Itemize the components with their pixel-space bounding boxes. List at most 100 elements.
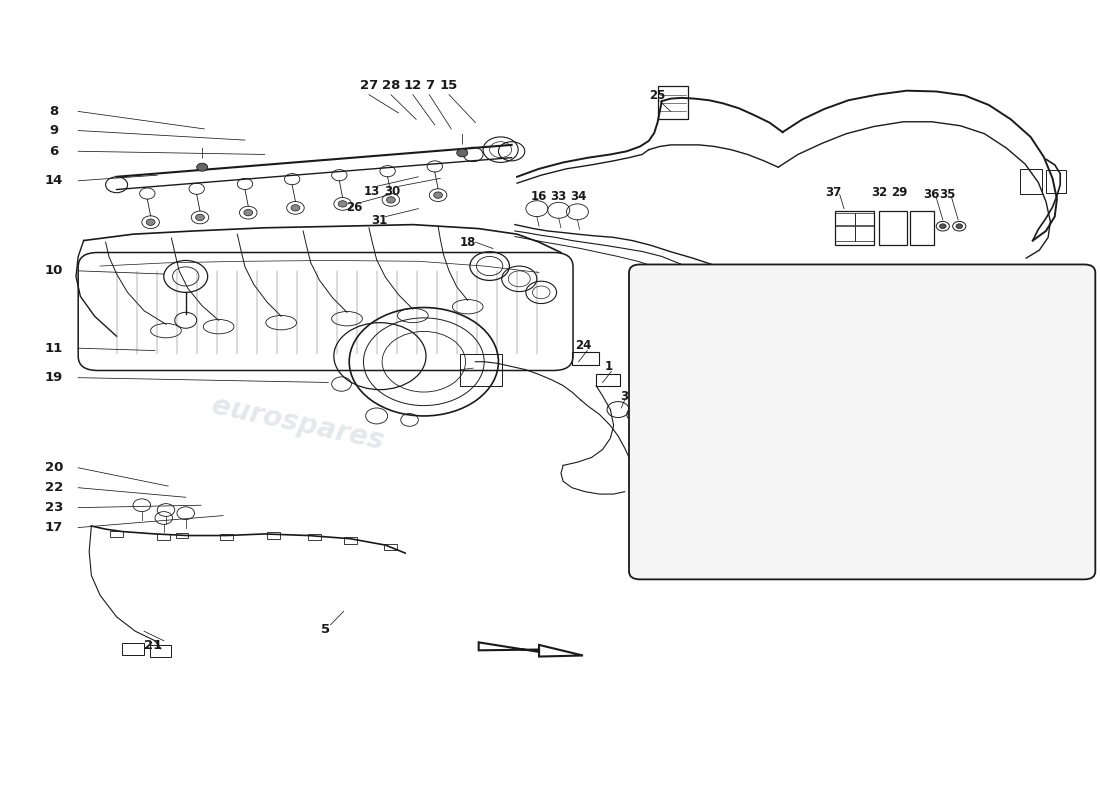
Text: 7: 7 (425, 78, 433, 91)
Bar (777, 342, 859, 510)
Text: 35: 35 (939, 188, 956, 201)
Text: 19: 19 (45, 371, 63, 384)
Text: 2: 2 (636, 398, 644, 410)
Text: 10: 10 (45, 264, 63, 278)
Bar (658, 86, 689, 119)
Bar (308, 534, 321, 540)
Text: 4: 4 (650, 419, 659, 432)
Circle shape (705, 394, 712, 398)
Bar (879, 211, 906, 245)
Text: 3: 3 (620, 390, 629, 402)
Text: 39: 39 (736, 390, 752, 402)
Text: 6: 6 (50, 145, 58, 158)
Text: 28: 28 (382, 78, 400, 91)
Bar (664, 385, 708, 407)
Bar (835, 211, 873, 245)
Bar (868, 356, 879, 364)
Text: 32: 32 (645, 404, 661, 417)
Circle shape (433, 192, 442, 198)
FancyBboxPatch shape (629, 265, 1096, 579)
Bar (1020, 169, 1042, 194)
Bar (1046, 170, 1066, 193)
Text: 29: 29 (645, 342, 661, 354)
Bar (748, 306, 851, 410)
Text: 5: 5 (320, 623, 330, 636)
Text: 20: 20 (45, 462, 63, 474)
Circle shape (146, 219, 155, 226)
Text: 25: 25 (649, 89, 666, 102)
Text: 30: 30 (384, 185, 400, 198)
Text: 32: 32 (1005, 278, 1021, 291)
Bar (572, 352, 600, 365)
Text: 38: 38 (755, 452, 771, 465)
Text: 13: 13 (364, 185, 381, 198)
Bar (220, 534, 233, 540)
Text: 29: 29 (645, 426, 661, 438)
Text: 31: 31 (371, 214, 387, 227)
Circle shape (197, 163, 208, 171)
Bar (664, 335, 708, 358)
Text: 18: 18 (460, 236, 476, 249)
Bar (122, 643, 144, 655)
Text: eurospares: eurospares (209, 392, 386, 456)
Text: 12: 12 (404, 78, 422, 91)
Text: 1: 1 (605, 360, 614, 373)
Bar (910, 211, 934, 245)
Circle shape (456, 149, 468, 157)
Bar (835, 226, 855, 241)
Bar (596, 374, 620, 386)
Bar (855, 226, 873, 241)
Bar (868, 494, 879, 502)
Bar (110, 530, 123, 537)
Text: 34: 34 (570, 190, 586, 203)
Bar (664, 358, 708, 380)
Text: 15: 15 (755, 431, 771, 444)
Text: 29: 29 (755, 474, 771, 486)
Circle shape (292, 205, 300, 211)
Circle shape (956, 224, 962, 229)
Text: LATO SX.
L.H. SIDE: LATO SX. L.H. SIDE (759, 547, 824, 575)
Circle shape (939, 224, 946, 229)
Text: 16: 16 (531, 190, 547, 203)
Text: 36: 36 (924, 188, 940, 201)
Bar (971, 316, 1002, 342)
Text: 15: 15 (440, 78, 459, 91)
Text: 17: 17 (45, 521, 63, 534)
Circle shape (386, 197, 395, 203)
Text: 14: 14 (45, 174, 63, 187)
Bar (176, 533, 188, 538)
Bar (750, 316, 777, 500)
Text: 26: 26 (346, 201, 363, 214)
Text: 23: 23 (45, 501, 63, 514)
Text: 27: 27 (360, 78, 378, 91)
Text: 11: 11 (45, 342, 63, 354)
Text: |: | (461, 134, 464, 144)
Text: 21: 21 (144, 639, 162, 652)
Bar (949, 356, 960, 364)
Text: 4: 4 (1058, 491, 1067, 505)
Bar (664, 407, 708, 430)
Bar (150, 645, 172, 657)
Bar (384, 543, 397, 550)
Circle shape (196, 214, 205, 221)
Bar (855, 306, 882, 410)
Text: 32: 32 (871, 186, 888, 199)
Text: 24: 24 (574, 339, 591, 352)
Circle shape (1021, 314, 1027, 318)
Circle shape (244, 210, 253, 216)
Text: eurospares: eurospares (648, 392, 825, 456)
Text: 16: 16 (664, 491, 681, 505)
Text: 32: 32 (645, 447, 661, 460)
Bar (788, 364, 848, 436)
Bar (157, 534, 170, 540)
Bar (343, 537, 356, 543)
Text: 32: 32 (755, 491, 771, 505)
Bar (748, 291, 851, 306)
Bar (865, 342, 964, 510)
Bar (267, 532, 280, 538)
Circle shape (338, 201, 346, 207)
Text: 8: 8 (50, 105, 58, 118)
Bar (835, 213, 855, 225)
Bar (658, 424, 682, 436)
Text: 37: 37 (825, 186, 842, 199)
